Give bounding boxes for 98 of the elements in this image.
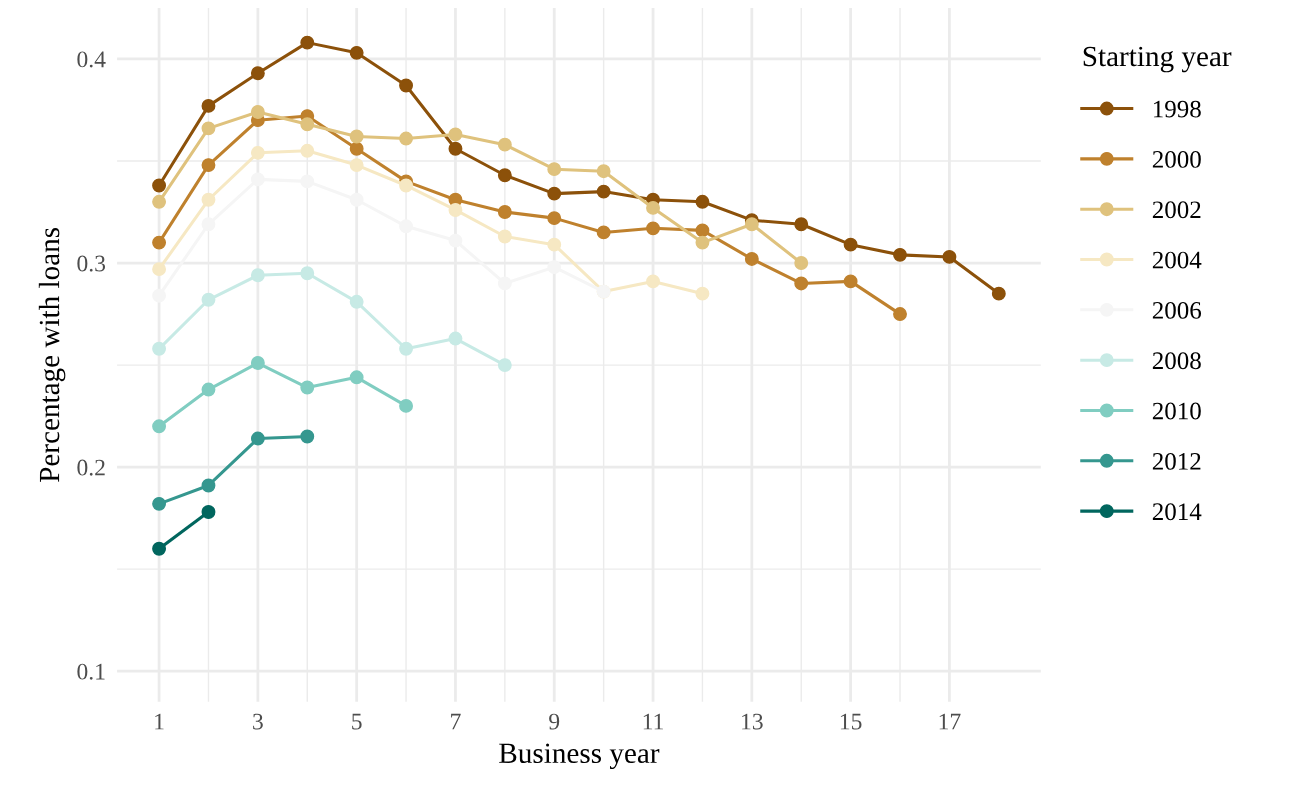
y-tick-label: 0.3 — [77, 255, 106, 272]
point — [596, 225, 611, 240]
point — [250, 431, 265, 446]
point — [349, 45, 364, 60]
point — [152, 178, 167, 193]
point — [250, 66, 265, 81]
point — [497, 358, 512, 373]
legend-label: 2004 — [1152, 251, 1202, 269]
point — [152, 235, 167, 250]
x-tick-label: 15 — [840, 713, 862, 730]
x-tick-label: 11 — [643, 713, 663, 730]
point — [250, 145, 265, 160]
point — [646, 274, 660, 289]
point — [201, 158, 216, 173]
point — [300, 380, 315, 395]
point — [843, 274, 858, 289]
point — [300, 143, 315, 158]
point — [794, 256, 809, 270]
point — [695, 286, 710, 301]
point — [794, 217, 809, 232]
point — [695, 194, 710, 209]
point — [646, 200, 660, 215]
point — [695, 235, 710, 250]
point — [349, 158, 364, 173]
legend-label: 2008 — [1152, 352, 1201, 370]
point — [300, 266, 315, 281]
y-tick-label: 0.1 — [77, 663, 105, 680]
point — [497, 137, 512, 152]
point — [152, 341, 167, 356]
point — [399, 398, 414, 413]
point — [152, 419, 167, 434]
point — [497, 229, 512, 244]
point — [300, 117, 315, 132]
point — [349, 294, 364, 309]
x-tick-label: 17 — [939, 713, 961, 730]
point — [942, 249, 957, 264]
point — [152, 541, 167, 556]
y-tick-label: 0.4 — [77, 51, 106, 68]
x-tick-label: 1 — [155, 713, 164, 730]
point — [547, 211, 562, 226]
point — [547, 237, 562, 252]
point — [399, 341, 414, 356]
point — [547, 162, 562, 177]
x-tick-label: 9 — [549, 713, 560, 730]
point — [201, 382, 216, 397]
point — [646, 221, 660, 236]
point — [201, 192, 216, 207]
point — [794, 276, 809, 291]
point — [250, 105, 265, 119]
point — [893, 307, 907, 321]
point — [201, 98, 216, 113]
point — [744, 217, 759, 232]
point — [843, 237, 858, 252]
legend-label: 2014 — [1152, 503, 1202, 521]
point — [448, 141, 463, 156]
legend-label: 2006 — [1152, 301, 1202, 319]
legend-label: 2010 — [1152, 402, 1201, 420]
point — [547, 186, 562, 201]
point — [448, 203, 463, 217]
point — [596, 164, 611, 179]
legend-title: Starting year — [1083, 46, 1232, 73]
y-tick-label: 0.2 — [77, 459, 105, 476]
point — [300, 429, 315, 444]
point — [497, 168, 512, 183]
legend-label: 1998 — [1153, 100, 1201, 118]
point — [201, 292, 216, 307]
point — [497, 205, 512, 219]
point — [300, 35, 315, 50]
y-axis-title: Percentage with loans — [38, 227, 66, 482]
x-tick-label: 3 — [253, 713, 263, 730]
x-tick-label: 7 — [451, 713, 461, 730]
legend-label: 2012 — [1152, 452, 1201, 470]
point — [399, 78, 414, 93]
legend-label: 2002 — [1152, 201, 1201, 219]
point — [448, 127, 463, 142]
x-tick-label: 13 — [742, 713, 763, 730]
point — [201, 121, 216, 136]
point — [744, 252, 759, 266]
point — [250, 268, 265, 283]
point — [250, 356, 265, 370]
point — [152, 496, 167, 511]
point — [991, 286, 1006, 301]
point — [349, 141, 364, 156]
x-tick-label: 5 — [352, 713, 362, 730]
point — [349, 370, 364, 385]
point — [201, 478, 216, 493]
legend-label: 2000 — [1152, 150, 1201, 168]
x-axis-title: Business year — [499, 743, 660, 770]
point — [201, 505, 216, 519]
point — [349, 129, 364, 144]
point — [399, 178, 414, 193]
point — [152, 194, 167, 209]
point — [448, 331, 463, 346]
point — [399, 131, 414, 146]
point — [893, 247, 907, 262]
point — [695, 223, 710, 238]
point — [152, 262, 167, 277]
point — [596, 184, 611, 199]
